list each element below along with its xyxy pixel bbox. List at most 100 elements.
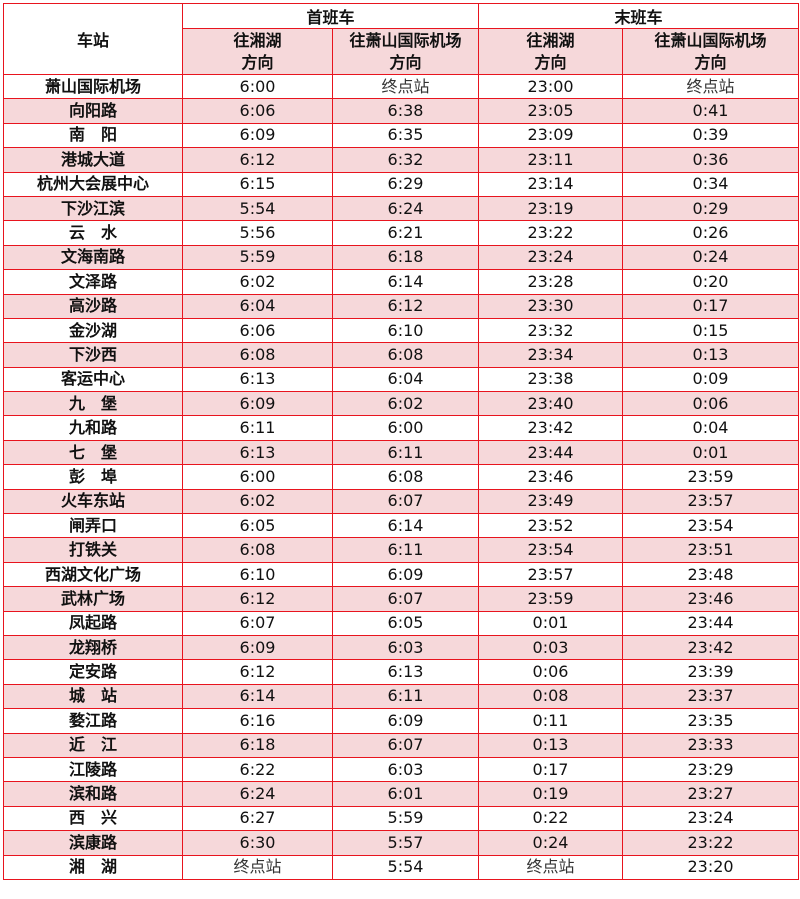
first-to-xianghu: 6:11	[182, 415, 333, 441]
station-name: 江陵路	[3, 756, 183, 783]
table-row: 高沙路 6:04 6:12 23:30 0:17	[3, 293, 800, 319]
first-to-airport: 6:14	[331, 513, 480, 539]
first-to-airport: 6:13	[331, 659, 480, 685]
last-to-xianghu: 23:09	[478, 122, 624, 149]
first-to-airport: 6:18	[331, 244, 480, 271]
table-row: 港城大道 6:12 6:32 23:11 0:36	[3, 147, 800, 173]
last-to-airport: 0:20	[622, 269, 800, 295]
last-to-airport: 0:41	[622, 98, 800, 124]
last-to-xianghu: 23:14	[478, 171, 624, 197]
station-name: 打铁关	[3, 537, 183, 563]
last-to-xianghu: 23:30	[478, 293, 624, 319]
first-to-xianghu: 6:08	[182, 537, 333, 563]
station-name: 下沙西	[3, 342, 183, 368]
station-name: 火车东站	[3, 488, 183, 515]
last-to-xianghu: 0:01	[478, 610, 624, 636]
last-to-xianghu: 0:19	[478, 781, 624, 807]
last-to-airport: 0:13	[622, 342, 800, 368]
last-to-xianghu: 23:52	[478, 513, 624, 539]
last-to-airport: 终点站	[622, 73, 800, 100]
last-to-airport: 0:39	[622, 122, 800, 149]
last-to-xianghu: 0:13	[478, 732, 624, 758]
table-row: 杭州大会展中心 6:15 6:29 23:14 0:34	[3, 171, 800, 197]
last-to-xianghu: 0:17	[478, 756, 624, 783]
first-to-airport: 6:03	[331, 756, 480, 783]
station-name: 杭州大会展中心	[3, 171, 183, 197]
last-to-xianghu: 23:42	[478, 415, 624, 441]
first-to-xianghu: 6:13	[182, 439, 333, 466]
table-row: 彭 埠 6:00 6:08 23:46 23:59	[3, 464, 800, 490]
table-row: 七 堡 6:13 6:11 23:44 0:01	[3, 439, 800, 466]
first-to-xianghu: 6:24	[182, 781, 333, 807]
first-to-airport: 6:11	[331, 439, 480, 466]
first-to-airport: 6:03	[331, 634, 480, 661]
first-to-airport: 6:10	[331, 317, 480, 344]
station-name: 凤起路	[3, 610, 183, 636]
first-to-xianghu: 6:14	[182, 683, 333, 710]
last-to-airport: 23:59	[622, 464, 800, 490]
first-to-xianghu: 6:00	[182, 73, 333, 100]
first-to-airport: 6:24	[331, 195, 480, 222]
last-to-airport: 0:06	[622, 391, 800, 417]
table-row: 南 阳 6:09 6:35 23:09 0:39	[3, 122, 800, 149]
table-row: 向阳路 6:06 6:38 23:05 0:41	[3, 98, 800, 124]
table-row: 定安路 6:12 6:13 0:06 23:39	[3, 659, 800, 685]
station-name: 客运中心	[3, 366, 183, 393]
table-row: 滨康路 6:30 5:57 0:24 23:22	[3, 830, 800, 856]
table-row: 城 站 6:14 6:11 0:08 23:37	[3, 683, 800, 710]
first-to-xianghu: 5:56	[182, 220, 333, 246]
table-row: 西湖文化广场 6:10 6:09 23:57 23:48	[3, 561, 800, 588]
last-to-xianghu: 23:22	[478, 220, 624, 246]
first-to-airport: 6:07	[331, 586, 480, 612]
first-to-xianghu: 6:30	[182, 830, 333, 856]
first-to-xianghu: 6:08	[182, 342, 333, 368]
last-to-airport: 0:17	[622, 293, 800, 319]
station-name: 港城大道	[3, 147, 183, 173]
last-to-xianghu: 23:11	[478, 147, 624, 173]
table-row: 闸弄口 6:05 6:14 23:52 23:54	[3, 513, 800, 539]
station-name: 龙翔桥	[3, 634, 183, 661]
first-to-xianghu: 5:54	[182, 195, 333, 222]
last-to-airport: 0:26	[622, 220, 800, 246]
first-to-airport: 6:00	[331, 415, 480, 441]
last-to-airport: 23:54	[622, 513, 800, 539]
last-to-airport: 0:29	[622, 195, 800, 222]
station-name: 文泽路	[3, 269, 183, 295]
header-last-to-airport: 往萧山国际机场 方向	[622, 28, 800, 75]
last-to-xianghu: 23:46	[478, 464, 624, 490]
last-to-xianghu: 23:24	[478, 244, 624, 271]
last-to-xianghu: 23:54	[478, 537, 624, 563]
station-name: 婺江路	[3, 708, 183, 734]
table-row: 西 兴 6:27 5:59 0:22 23:24	[3, 805, 800, 832]
last-to-xianghu: 0:06	[478, 659, 624, 685]
first-to-airport: 6:21	[331, 220, 480, 246]
last-to-xianghu: 0:08	[478, 683, 624, 710]
last-to-xianghu: 23:00	[478, 73, 624, 100]
first-to-xianghu: 6:13	[182, 366, 333, 393]
first-to-xianghu: 6:12	[182, 659, 333, 685]
last-to-airport: 0:24	[622, 244, 800, 271]
last-to-airport: 0:09	[622, 366, 800, 393]
first-to-xianghu: 6:04	[182, 293, 333, 319]
last-to-xianghu: 23:34	[478, 342, 624, 368]
last-to-xianghu: 23:19	[478, 195, 624, 222]
table-row: 云 水 5:56 6:21 23:22 0:26	[3, 220, 800, 246]
first-to-airport: 6:04	[331, 366, 480, 393]
station-name: 西 兴	[3, 805, 183, 832]
table-row: 湘 湖终点站 5:54 终点站 23:20	[3, 854, 800, 880]
first-to-airport: 6:09	[331, 708, 480, 734]
first-to-airport: 6:38	[331, 98, 480, 124]
first-to-airport: 6:08	[331, 464, 480, 490]
header-last-to-xianghu: 往湘湖 方向	[478, 28, 624, 75]
first-to-xianghu: 6:12	[182, 586, 333, 612]
timetable: 车站 首班车 末班车 往湘湖 方向 往萧山国际机场 方向 往湘湖 方向 往萧山国…	[3, 3, 800, 880]
last-to-airport: 0:01	[622, 439, 800, 466]
first-to-airport: 6:32	[331, 147, 480, 173]
first-to-xianghu: 6:02	[182, 488, 333, 515]
station-name: 近 江	[3, 732, 183, 758]
station-name: 文海南路	[3, 244, 183, 271]
last-to-airport: 23:29	[622, 756, 800, 783]
station-name: 九和路	[3, 415, 183, 441]
first-to-airport: 6:07	[331, 732, 480, 758]
header-first-to-xianghu: 往湘湖 方向	[182, 28, 333, 75]
